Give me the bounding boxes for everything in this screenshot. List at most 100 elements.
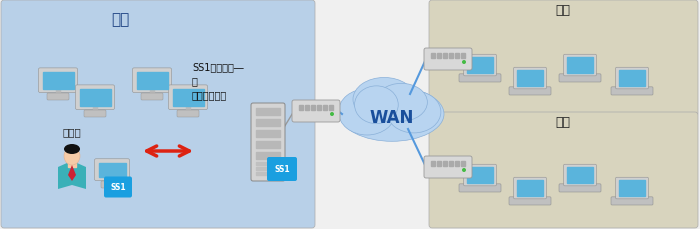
FancyBboxPatch shape [251, 104, 285, 181]
Bar [256, 162, 280, 165]
Bar [80, 90, 111, 106]
Bar [256, 152, 280, 159]
FancyBboxPatch shape [292, 101, 340, 123]
Bar [437, 161, 441, 166]
FancyBboxPatch shape [463, 55, 496, 76]
Bar [186, 106, 190, 112]
Bar [567, 167, 594, 183]
FancyBboxPatch shape [424, 156, 472, 178]
Text: 教室: 教室 [556, 4, 570, 17]
FancyBboxPatch shape [169, 85, 207, 110]
Bar [461, 161, 465, 166]
Bar [467, 58, 494, 74]
Text: SS1: SS1 [110, 183, 126, 192]
Bar [68, 161, 76, 167]
Ellipse shape [387, 92, 441, 133]
FancyBboxPatch shape [47, 94, 69, 101]
FancyBboxPatch shape [616, 177, 648, 199]
Bar [323, 106, 327, 111]
FancyBboxPatch shape [616, 68, 648, 90]
FancyBboxPatch shape [429, 112, 698, 228]
Bar [443, 161, 447, 166]
FancyBboxPatch shape [424, 49, 472, 71]
Bar [256, 120, 280, 126]
FancyBboxPatch shape [94, 159, 130, 181]
Bar [455, 161, 459, 166]
Ellipse shape [338, 89, 395, 135]
Bar [619, 180, 645, 196]
Ellipse shape [355, 87, 398, 124]
Text: WAN: WAN [370, 109, 414, 126]
Bar [150, 90, 154, 95]
FancyBboxPatch shape [463, 164, 496, 186]
FancyBboxPatch shape [101, 181, 123, 188]
Bar [449, 161, 453, 166]
Bar [461, 54, 465, 59]
FancyBboxPatch shape [564, 164, 596, 186]
Bar [43, 73, 74, 89]
Ellipse shape [64, 144, 80, 154]
FancyBboxPatch shape [559, 184, 601, 192]
Text: SS1: SS1 [274, 165, 290, 174]
Bar [449, 54, 453, 59]
Bar [517, 180, 543, 196]
Ellipse shape [353, 78, 415, 122]
Ellipse shape [64, 147, 80, 165]
Bar [455, 54, 459, 59]
FancyBboxPatch shape [611, 87, 653, 95]
FancyBboxPatch shape [459, 184, 501, 192]
FancyBboxPatch shape [611, 197, 653, 205]
Bar [443, 54, 447, 59]
Circle shape [462, 61, 466, 65]
FancyBboxPatch shape [429, 1, 698, 117]
Bar [256, 141, 280, 148]
FancyBboxPatch shape [177, 111, 199, 117]
FancyBboxPatch shape [76, 85, 115, 110]
Bar [256, 167, 280, 170]
Bar [567, 58, 594, 74]
Ellipse shape [340, 87, 444, 142]
FancyBboxPatch shape [141, 94, 163, 101]
Bar [431, 161, 435, 166]
Bar [299, 106, 303, 111]
Bar [437, 54, 441, 59]
Bar [467, 167, 494, 183]
Bar [256, 109, 280, 115]
Text: 本社: 本社 [111, 12, 129, 27]
Bar [619, 71, 645, 87]
Bar [93, 106, 97, 112]
Text: 管理者: 管理者 [62, 126, 81, 136]
FancyBboxPatch shape [84, 111, 106, 117]
Bar [56, 90, 60, 95]
Bar [305, 106, 309, 111]
Text: 教室: 教室 [556, 115, 570, 128]
FancyBboxPatch shape [132, 69, 172, 93]
Bar [99, 163, 125, 177]
Bar [431, 54, 435, 59]
Bar [110, 177, 114, 183]
Ellipse shape [375, 84, 428, 122]
FancyBboxPatch shape [509, 197, 551, 205]
Bar [329, 106, 333, 111]
FancyBboxPatch shape [459, 74, 501, 83]
Bar [517, 71, 543, 87]
FancyBboxPatch shape [38, 69, 78, 93]
Bar [311, 106, 315, 111]
Bar [256, 172, 280, 175]
FancyBboxPatch shape [514, 177, 546, 199]
Bar [317, 106, 321, 111]
Text: SS1サーバー―
兼
収集サーバー: SS1サーバー― 兼 収集サーバー [192, 62, 244, 100]
Bar [256, 131, 280, 137]
FancyBboxPatch shape [267, 157, 297, 181]
Circle shape [330, 112, 334, 117]
Bar [136, 73, 167, 89]
FancyBboxPatch shape [104, 177, 132, 198]
Bar [172, 90, 204, 106]
FancyBboxPatch shape [559, 74, 601, 83]
FancyBboxPatch shape [564, 55, 596, 76]
Polygon shape [58, 163, 86, 189]
FancyBboxPatch shape [514, 68, 546, 90]
Polygon shape [68, 165, 76, 181]
Circle shape [462, 168, 466, 172]
FancyBboxPatch shape [509, 87, 551, 95]
